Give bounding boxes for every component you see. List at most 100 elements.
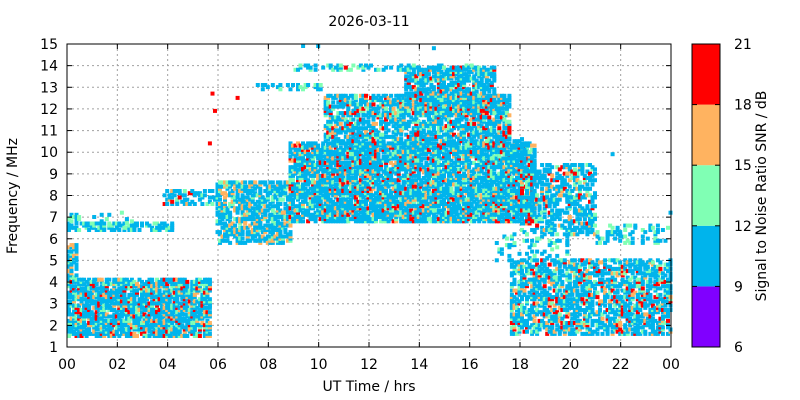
data-cell xyxy=(381,182,386,187)
data-cell xyxy=(243,215,248,219)
data-cell xyxy=(280,240,285,245)
data-cell xyxy=(165,303,170,308)
data-cell xyxy=(313,171,318,176)
data-cell xyxy=(213,197,217,202)
data-cell xyxy=(107,295,112,300)
data-cell xyxy=(515,145,519,150)
data-cell xyxy=(200,321,205,325)
data-cell xyxy=(129,308,134,312)
data-cell xyxy=(311,169,316,174)
data-cell xyxy=(150,301,155,306)
data-cell xyxy=(376,156,381,161)
data-cell xyxy=(401,167,406,172)
data-cell xyxy=(275,204,280,209)
data-cell xyxy=(369,169,373,174)
data-cell xyxy=(376,165,381,170)
data-cell xyxy=(157,327,162,332)
data-cell xyxy=(223,208,227,213)
data-cell xyxy=(255,199,260,204)
data-cell xyxy=(331,100,336,105)
data-cell xyxy=(87,223,92,228)
data-cell xyxy=(89,284,94,289)
data-cell xyxy=(296,176,300,180)
data-cell xyxy=(462,195,467,200)
data-cell xyxy=(278,232,283,237)
data-cell xyxy=(82,290,87,295)
data-cell xyxy=(338,139,343,144)
data-cell xyxy=(170,288,175,293)
data-cell xyxy=(358,193,363,198)
data-cell xyxy=(74,331,79,336)
data-cell xyxy=(444,202,449,206)
data-cell xyxy=(411,210,416,215)
data-cell xyxy=(303,165,308,170)
data-cell xyxy=(406,215,411,219)
data-cell xyxy=(87,228,92,232)
data-cell xyxy=(190,303,195,308)
data-cell xyxy=(517,199,522,204)
data-cell xyxy=(525,217,529,222)
data-cell xyxy=(145,292,149,297)
data-cell xyxy=(379,219,384,224)
data-cell xyxy=(467,217,472,222)
data-cell xyxy=(328,191,333,196)
data-cell xyxy=(467,173,472,178)
data-cell xyxy=(167,331,172,336)
data-cell xyxy=(255,208,260,213)
data-cell xyxy=(477,219,482,224)
data-cell xyxy=(129,288,134,293)
data-cell xyxy=(374,98,378,103)
data-cell xyxy=(436,199,441,204)
data-cell xyxy=(316,163,321,167)
data-cell xyxy=(371,98,376,103)
data-cell xyxy=(489,158,494,163)
data-cell xyxy=(84,286,89,291)
data-cell xyxy=(74,316,79,321)
data-cell xyxy=(308,202,313,206)
data-cell xyxy=(341,197,346,202)
data-cell xyxy=(467,180,472,185)
data-cell xyxy=(77,325,82,330)
data-cell xyxy=(396,169,401,174)
data-cell xyxy=(338,163,343,167)
data-cell xyxy=(484,186,489,191)
data-cell xyxy=(353,139,358,144)
data-cell xyxy=(253,221,258,226)
data-cell xyxy=(421,215,426,219)
data-cell xyxy=(207,301,212,306)
data-cell xyxy=(442,147,446,152)
data-cell xyxy=(520,199,524,204)
data-cell xyxy=(291,184,295,189)
data-cell xyxy=(150,321,155,325)
data-cell xyxy=(192,310,197,315)
data-cell xyxy=(250,193,255,198)
data-cell xyxy=(112,290,117,295)
data-cell xyxy=(313,180,318,185)
data-cell xyxy=(406,176,411,180)
data-cell xyxy=(336,130,341,135)
data-cell xyxy=(77,321,82,325)
data-cell xyxy=(341,117,346,122)
data-cell xyxy=(152,327,157,332)
data-cell xyxy=(268,217,273,222)
data-cell xyxy=(386,128,391,133)
data-cell xyxy=(346,169,351,174)
data-cell xyxy=(452,193,456,198)
data-cell xyxy=(220,184,225,189)
data-cell xyxy=(353,150,358,155)
data-cell xyxy=(358,130,363,135)
data-cell xyxy=(439,208,444,213)
data-cell xyxy=(477,176,482,180)
data-cell xyxy=(532,150,537,155)
data-cell xyxy=(351,128,356,133)
data-cell xyxy=(381,186,386,191)
data-cell xyxy=(424,215,429,219)
data-cell xyxy=(416,212,421,217)
data-cell xyxy=(326,195,331,200)
data-cell xyxy=(94,221,99,226)
data-cell xyxy=(82,312,87,317)
data-cell xyxy=(358,195,363,200)
data-cell xyxy=(298,167,303,172)
data-cell xyxy=(323,189,328,193)
data-cell xyxy=(484,178,489,183)
